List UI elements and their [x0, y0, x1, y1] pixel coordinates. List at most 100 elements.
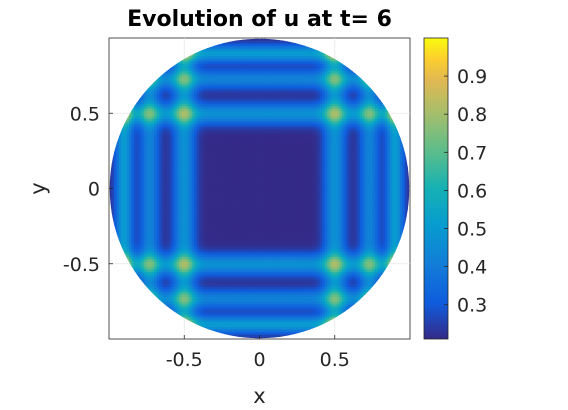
heatmap-cell [229, 80, 233, 84]
heatmap-cell [201, 78, 205, 82]
heatmap-cell [211, 83, 215, 87]
heatmap-cell [154, 83, 158, 87]
heatmap-cell [226, 266, 230, 270]
heatmap-cell [141, 175, 145, 180]
heatmap-cell [176, 231, 180, 235]
heatmap-cell [156, 226, 160, 230]
heatmap-cell [149, 191, 153, 195]
heatmap-cell [189, 153, 193, 157]
heatmap-cell [144, 281, 148, 285]
heatmap-cell [186, 261, 190, 265]
heatmap-cell [154, 273, 158, 277]
heatmap-cell [189, 301, 193, 305]
heatmap-cell [221, 238, 225, 242]
heatmap-cell [159, 273, 163, 277]
heatmap-cell [216, 311, 220, 315]
heatmap-cell [216, 281, 220, 285]
heatmap-cell [161, 293, 165, 297]
heatmap-cell [239, 231, 243, 235]
heatmap-cell [201, 306, 205, 310]
heatmap-cell [164, 268, 168, 272]
heatmap-cell [119, 180, 123, 185]
heatmap-cell [119, 203, 123, 207]
heatmap-cell [151, 231, 155, 235]
heatmap-cell [204, 138, 208, 142]
heatmap-cell [119, 226, 123, 230]
heatmap-cell [199, 68, 203, 72]
heatmap-cell [201, 323, 205, 328]
heatmap-cell [206, 218, 210, 222]
heatmap-cell [199, 93, 203, 97]
heatmap-cell [164, 191, 168, 195]
heatmap-cell [119, 206, 123, 210]
heatmap-cell [144, 218, 148, 222]
heatmap-cell [156, 283, 160, 287]
heatmap-cell [194, 170, 198, 175]
heatmap-cell [226, 128, 230, 132]
heatmap-cell [136, 180, 140, 185]
heatmap-cell [154, 113, 158, 117]
heatmap-cell [214, 238, 218, 242]
heatmap-cell [199, 293, 203, 297]
heatmap-cell [216, 118, 220, 122]
heatmap-cell [169, 135, 173, 139]
heatmap-cell [156, 211, 160, 215]
heatmap-cell [134, 241, 138, 245]
heatmap-cell [229, 286, 233, 290]
heatmap-cell [171, 178, 175, 182]
heatmap-cell [156, 165, 160, 170]
heatmap-cell [159, 148, 163, 152]
heatmap-cell [214, 130, 218, 134]
heatmap-cell [139, 155, 143, 159]
heatmap-cell [216, 145, 220, 149]
heatmap-cell [176, 75, 180, 79]
heatmap-cell [164, 286, 168, 290]
heatmap-cell [234, 218, 238, 222]
heatmap-cell [159, 75, 163, 79]
heatmap-cell [231, 80, 236, 84]
heatmap-cell [221, 206, 225, 210]
heatmap-cell [166, 278, 170, 282]
heatmap-cell [189, 170, 193, 175]
heatmap-cell [211, 201, 215, 205]
heatmap-cell [149, 163, 153, 167]
heatmap-cell [186, 120, 190, 124]
heatmap-cell [116, 173, 120, 177]
heatmap-cell [196, 271, 200, 275]
heatmap-cell [194, 83, 198, 87]
heatmap-cell [141, 110, 145, 114]
heatmap-cell [191, 150, 195, 154]
heatmap-cell [231, 268, 236, 272]
heatmap-cell [194, 263, 198, 267]
heatmap-cell [189, 138, 193, 142]
heatmap-cell [224, 241, 228, 245]
heatmap-cell [219, 258, 223, 262]
heatmap-cell [229, 261, 233, 265]
heatmap-cell [199, 233, 203, 237]
heatmap-cell [219, 55, 223, 59]
heatmap-cell [136, 206, 140, 210]
heatmap-cell [236, 88, 241, 92]
heatmap-cell [224, 256, 228, 260]
heatmap-cell [129, 110, 133, 114]
heatmap-cell [204, 90, 208, 94]
heatmap-cell [146, 110, 150, 114]
heatmap-cell [146, 218, 150, 222]
heatmap-cell [129, 140, 133, 144]
heatmap-cell [191, 133, 195, 137]
heatmap-cell [171, 236, 175, 240]
heatmap-cell [156, 193, 160, 197]
heatmap-cell [186, 206, 190, 210]
heatmap-cell [196, 191, 200, 195]
heatmap-cell [209, 98, 213, 102]
heatmap-cell [239, 293, 243, 297]
heatmap-cell [171, 68, 175, 72]
heatmap-cell [186, 160, 190, 165]
heatmap-cell [214, 248, 218, 252]
heatmap-cell [189, 148, 193, 152]
heatmap-cell [131, 263, 135, 267]
heatmap-cell [204, 233, 208, 237]
heatmap-cell [179, 185, 183, 190]
heatmap-cell [231, 143, 236, 147]
heatmap-cell [164, 223, 168, 227]
